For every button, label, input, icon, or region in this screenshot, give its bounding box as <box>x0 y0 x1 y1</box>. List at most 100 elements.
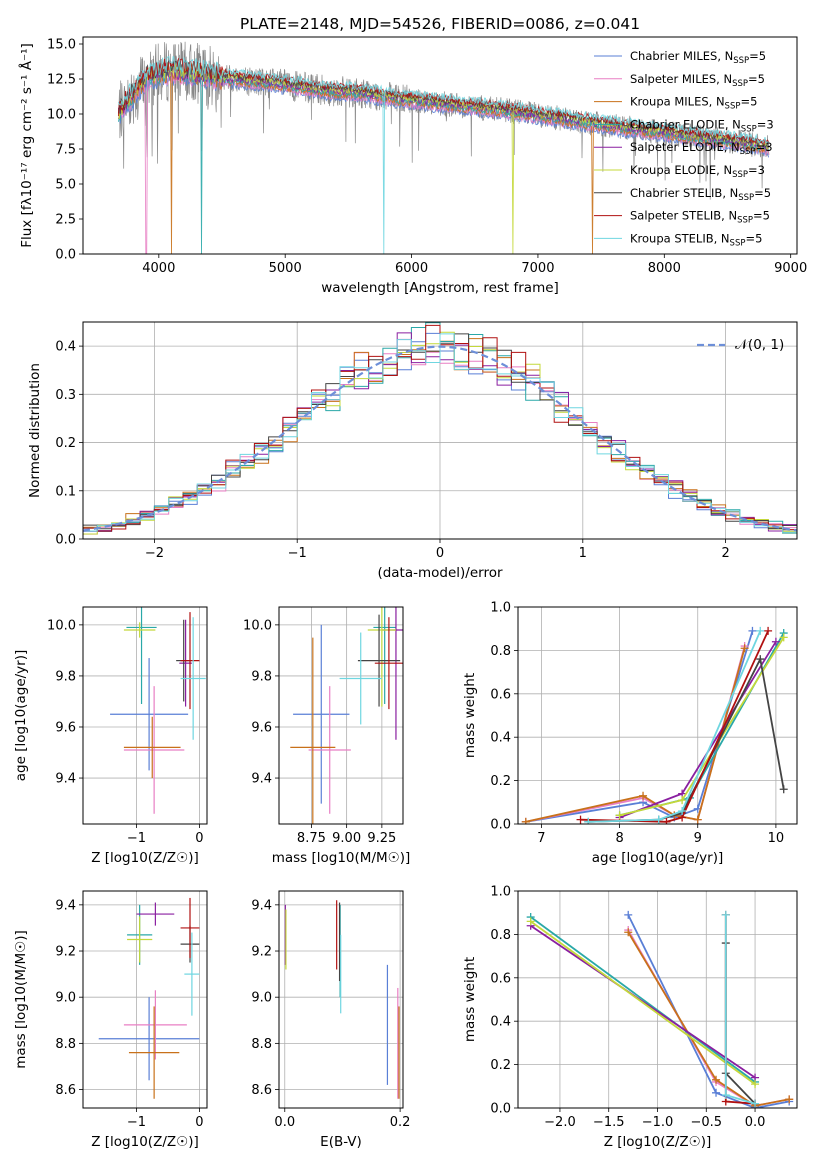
x-tick-label: 0 <box>436 546 444 561</box>
x-tick-label: −1 <box>127 831 146 846</box>
x-tick-label: 7000 <box>521 261 554 276</box>
plus-marker <box>721 910 730 919</box>
x-tick-label: 8 <box>615 831 623 846</box>
y-tick-label: 9.4 <box>55 772 76 787</box>
plus-marker <box>756 626 765 635</box>
axes-frame <box>517 606 798 825</box>
plot-area <box>290 607 403 824</box>
legend-subscript: SSP <box>725 102 741 112</box>
y-tick-label: 0.8 <box>490 928 511 943</box>
plus-marker <box>756 655 765 664</box>
model-spectrum-line <box>118 65 770 254</box>
x-tick-label: 0.0 <box>745 1115 766 1130</box>
y-axis-label: mass [log10(M/M☉)] <box>13 930 29 1069</box>
y-tick-label: 0.0 <box>490 818 511 833</box>
model-spectrum-line <box>117 62 769 151</box>
y-tick-label: 0.2 <box>55 436 76 451</box>
mass-weight-vs-age-panel: 7 8 9 10 0.0 0.2 0.4 0.6 0.8 1.0 age [log10(age/yr… <box>462 601 798 866</box>
plus-marker <box>721 1090 730 1099</box>
plot-area <box>117 41 770 254</box>
y-axis-label: mass weight <box>462 957 478 1042</box>
axes-frame <box>278 890 404 1109</box>
plus-marker <box>771 637 780 646</box>
plus-marker <box>624 910 633 919</box>
plus-marker <box>615 811 624 820</box>
legend-tail: =5 <box>745 231 762 245</box>
y-tick-label: 9.4 <box>55 898 76 913</box>
x-tick-label: −0.5 <box>690 1115 722 1130</box>
mass-vs-metallicity-panel: −1 0 8.6 8.8 9.0 9.2 9.4 Z [log10(Z/Z☉)] mass [l… <box>13 890 208 1150</box>
y-tick-label: 9.6 <box>55 720 76 735</box>
x-tick-label: 9000 <box>774 261 807 276</box>
y-tick-label: 9.2 <box>251 945 272 960</box>
plot-area <box>521 626 788 824</box>
axes-frame <box>82 36 798 255</box>
y-tick-label: 9.4 <box>251 898 272 913</box>
plus-marker <box>751 1099 760 1108</box>
x-tick-label: 5000 <box>269 261 302 276</box>
model-spectrum-line <box>117 55 769 254</box>
y-tick-label: 9.0 <box>251 991 272 1006</box>
plus-marker <box>740 644 749 653</box>
x-tick-label: 0 <box>195 1115 203 1130</box>
y-tick-label: 0.0 <box>55 248 76 263</box>
plus-marker <box>576 815 585 824</box>
y-tick-label: 12.5 <box>47 73 76 88</box>
x-tick-label: 0.0 <box>274 1115 295 1130</box>
mass-weight-line <box>525 645 746 823</box>
plus-marker <box>654 815 663 824</box>
axes-frame <box>82 321 798 540</box>
x-tick-label: 4000 <box>142 261 175 276</box>
y-tick-label: 5.0 <box>55 178 76 193</box>
spectrum-panel: 4000 5000 6000 7000 8000 9000 0.0 2.5 5.0 7.5 10.0… <box>18 36 807 296</box>
y-tick-label: 0.4 <box>490 1015 511 1030</box>
grid <box>83 607 207 824</box>
legend-label: Salpeter ELODIE, NSSP=3 <box>630 140 773 157</box>
legend-text: Chabrier STELIB, N <box>630 186 738 200</box>
legend-subscript: SSP <box>737 216 753 226</box>
mass-weight-line <box>530 920 756 1085</box>
y-axis-label: Normed distribution <box>27 363 43 498</box>
y-tick-label: 2.5 <box>55 213 76 228</box>
legend-text: Salpeter STELIB, N <box>630 209 737 223</box>
plot-area <box>526 910 794 1108</box>
x-axis-label: age [log10(age/yr)] <box>592 850 724 866</box>
grid <box>83 891 207 1108</box>
plus-marker <box>693 815 702 824</box>
x-tick-label: 7 <box>537 831 545 846</box>
legend-tail: =3 <box>748 163 765 177</box>
y-tick-label: 7.5 <box>55 143 76 158</box>
plus-marker <box>639 791 648 800</box>
mass-weight-line <box>627 931 790 1107</box>
legend-label: Chabrier STELIB, NSSP=5 <box>630 186 771 203</box>
axes-frame <box>82 890 208 1109</box>
x-axis-label: E(B-V) <box>320 1134 362 1150</box>
plus-marker <box>526 917 535 926</box>
plus-marker <box>624 928 633 937</box>
plus-marker <box>779 785 788 794</box>
x-tick-label: 10 <box>768 831 785 846</box>
y-tick-label: 0.2 <box>490 1058 511 1073</box>
y-axis-label: age [log10(age/yr)] <box>13 650 29 782</box>
legend-label: Chabrier MILES, NSSP=5 <box>630 49 766 66</box>
y-tick-label: 8.6 <box>251 1083 272 1098</box>
axes-frame <box>82 606 208 825</box>
model-spectrum-line <box>117 62 770 254</box>
plus-marker <box>521 817 530 824</box>
plus-marker <box>712 1075 721 1084</box>
legend-tail: =5 <box>753 209 770 223</box>
y-tick-label: 10.0 <box>47 108 76 123</box>
mass-weight-vs-metallicity-panel: −2.0 −1.5 −1.0 −0.5 0.0 0.0 0.2 0.4 0.6 0.8 1.0 Z [… <box>462 885 798 1150</box>
mass-weight-line <box>580 630 769 823</box>
x-tick-label: 2 <box>721 546 729 561</box>
mass-weight-line <box>530 916 756 1083</box>
y-tick-label: 9.8 <box>55 669 76 684</box>
legend-tail: =5 <box>754 186 771 200</box>
x-axis-label: Z [log10(Z/Z☉)] <box>91 850 199 866</box>
legend-text: Chabrier MILES, N <box>630 49 733 63</box>
x-axis-label: wavelength [Angstrom, rest frame] <box>321 280 559 296</box>
legend-label: Kroupa MILES, NSSP=5 <box>630 95 757 112</box>
y-tick-label: 0.0 <box>490 1102 511 1117</box>
gaussian-curve <box>83 345 797 532</box>
